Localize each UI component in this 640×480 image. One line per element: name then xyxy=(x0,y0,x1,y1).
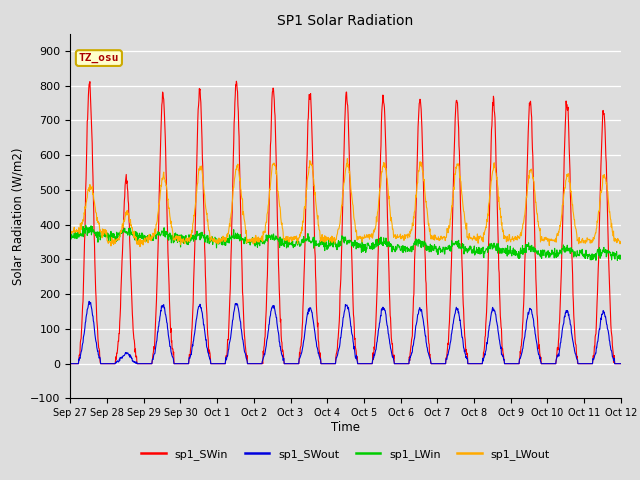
sp1_LWin xyxy=(67,229,74,235)
sp1_SWin xyxy=(232,78,240,84)
sp1_LWout xyxy=(251,236,259,242)
sp1_SWin xyxy=(175,361,183,367)
sp1_SWin xyxy=(67,361,74,367)
sp1_SWout xyxy=(67,361,74,367)
sp1_LWout xyxy=(176,235,184,240)
sp1_SWin xyxy=(552,361,559,367)
sp1_SWin xyxy=(617,361,625,367)
sp1_SWout xyxy=(552,361,559,367)
sp1_LWout xyxy=(432,235,440,240)
sp1_LWout xyxy=(552,240,560,245)
sp1_LWout xyxy=(67,228,74,234)
Line: sp1_LWout: sp1_LWout xyxy=(70,158,621,247)
X-axis label: Time: Time xyxy=(331,421,360,434)
sp1_SWout xyxy=(504,361,511,367)
sp1_LWin xyxy=(82,222,90,228)
sp1_SWin xyxy=(189,308,196,313)
sp1_SWout xyxy=(85,299,93,304)
sp1_SWout xyxy=(189,339,197,345)
sp1_LWin xyxy=(617,253,625,259)
Text: TZ_osu: TZ_osu xyxy=(79,53,119,63)
sp1_SWin xyxy=(504,361,511,367)
sp1_LWout xyxy=(136,244,144,250)
sp1_LWout xyxy=(504,238,511,244)
sp1_LWout xyxy=(189,220,197,226)
sp1_SWout xyxy=(431,361,439,367)
sp1_SWout xyxy=(176,361,184,367)
sp1_LWin xyxy=(431,246,439,252)
sp1_LWin xyxy=(614,258,621,264)
sp1_SWout xyxy=(617,361,625,367)
Y-axis label: Solar Radiation (W/m2): Solar Radiation (W/m2) xyxy=(12,147,25,285)
sp1_LWout xyxy=(344,156,351,161)
Line: sp1_LWin: sp1_LWin xyxy=(70,225,621,261)
Line: sp1_SWin: sp1_SWin xyxy=(70,81,621,364)
sp1_LWin xyxy=(189,232,197,238)
sp1_LWout xyxy=(617,239,625,244)
sp1_LWin xyxy=(504,253,511,259)
sp1_SWin xyxy=(431,361,439,367)
Title: SP1 Solar Radiation: SP1 Solar Radiation xyxy=(278,14,413,28)
Legend: sp1_SWin, sp1_SWout, sp1_LWin, sp1_LWout: sp1_SWin, sp1_SWout, sp1_LWin, sp1_LWout xyxy=(137,444,554,464)
sp1_LWin xyxy=(251,237,259,243)
sp1_SWout xyxy=(251,361,259,367)
Line: sp1_SWout: sp1_SWout xyxy=(70,301,621,364)
sp1_LWin xyxy=(176,236,184,241)
sp1_LWin xyxy=(552,251,559,256)
sp1_SWin xyxy=(251,361,259,367)
